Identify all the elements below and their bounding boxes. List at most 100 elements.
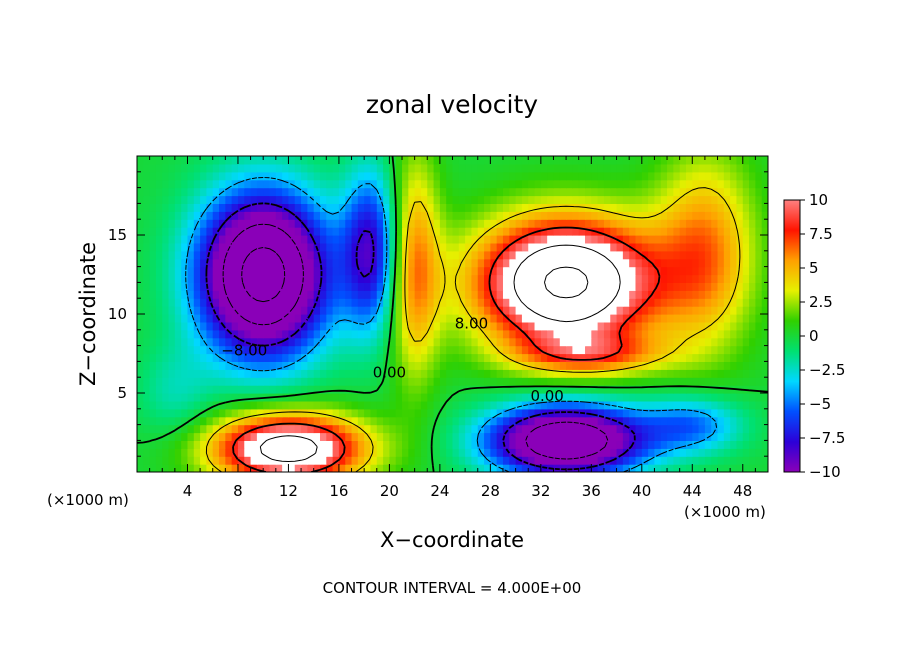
field-cell <box>181 440 189 449</box>
field-cell <box>174 235 182 244</box>
field-cell <box>559 416 567 426</box>
field-cell <box>269 321 277 331</box>
field-cell <box>370 432 378 441</box>
field-cell <box>585 314 592 323</box>
field-cell <box>635 266 643 276</box>
field-cell <box>212 266 220 276</box>
field-cell <box>515 329 523 339</box>
contour-line <box>185 177 718 472</box>
field-cell <box>225 361 233 370</box>
field-cell <box>155 329 163 339</box>
field-cell <box>351 416 359 426</box>
field-cell <box>528 424 536 434</box>
field-cell <box>641 393 649 402</box>
field-cell <box>660 321 668 331</box>
field-cell <box>711 163 719 173</box>
field-cell <box>603 227 611 236</box>
field-cell <box>490 385 498 394</box>
field-cell <box>723 219 731 228</box>
field-cell <box>200 456 208 465</box>
field-cell <box>654 171 662 181</box>
field-cell <box>559 250 567 260</box>
field-cell <box>736 369 744 378</box>
field-cell <box>490 171 498 181</box>
field-cell <box>332 219 340 228</box>
field-cell <box>591 385 599 394</box>
field-cell <box>446 337 454 347</box>
field-cell <box>648 448 656 457</box>
field-cell <box>294 250 302 260</box>
field-cell <box>168 416 176 426</box>
field-cell <box>667 242 674 252</box>
field-cell <box>591 432 599 441</box>
field-cell <box>364 242 372 252</box>
field-cell <box>231 440 239 449</box>
field-cell <box>635 282 643 291</box>
field-cell <box>698 456 706 465</box>
field-cell <box>717 290 725 299</box>
x-tick-label: 48 <box>733 482 752 500</box>
field-cell <box>319 258 327 268</box>
field-cell <box>212 408 220 418</box>
field-cell <box>439 306 447 315</box>
field-cell <box>338 179 346 189</box>
field-cell <box>585 298 592 307</box>
field-cell <box>446 424 454 434</box>
field-cell <box>648 195 656 204</box>
field-cell <box>237 408 245 418</box>
field-cell <box>263 329 271 339</box>
field-cell <box>244 266 252 276</box>
field-cell <box>187 187 195 197</box>
field-cell <box>319 385 327 394</box>
field-cell <box>402 163 409 173</box>
field-cell <box>685 179 693 189</box>
field-cell <box>749 424 756 434</box>
field-cell <box>332 179 340 189</box>
field-cell <box>654 156 662 165</box>
field-cell <box>338 456 346 465</box>
field-cell <box>458 195 466 204</box>
field-cell <box>313 171 321 181</box>
field-cell <box>168 345 176 355</box>
field-cell <box>641 274 649 283</box>
field-cell <box>301 456 308 465</box>
field-cell <box>288 408 296 418</box>
field-cell <box>585 266 592 276</box>
field-cell <box>345 282 353 291</box>
field-cell <box>673 242 681 252</box>
field-cell <box>263 290 271 299</box>
field-cell <box>155 242 163 252</box>
field-cell <box>231 290 239 299</box>
field-cell <box>654 440 662 449</box>
field-cell <box>736 179 744 189</box>
field-cell <box>143 306 151 315</box>
field-cell <box>648 361 656 370</box>
field-cell <box>143 369 151 378</box>
field-cell <box>477 274 485 283</box>
field-cell <box>610 187 618 197</box>
field-cell <box>673 329 681 339</box>
field-cell <box>332 250 340 260</box>
field-cell <box>742 432 750 441</box>
field-cell <box>723 416 731 426</box>
field-cell <box>471 306 479 315</box>
field-cell <box>389 456 397 465</box>
field-cell <box>319 448 327 457</box>
field-cell <box>641 156 649 165</box>
field-cell <box>250 156 258 165</box>
field-cell <box>660 385 668 394</box>
x-tick-label: 24 <box>430 482 449 500</box>
field-cell <box>597 298 605 307</box>
field-cell <box>200 163 208 173</box>
field-cell <box>446 306 454 315</box>
field-cell <box>515 219 523 228</box>
field-cell <box>149 456 157 465</box>
field-cell <box>162 282 170 291</box>
field-cell <box>515 369 523 378</box>
field-cell <box>553 369 561 378</box>
field-cell <box>155 361 163 370</box>
field-cell <box>692 416 700 426</box>
field-cell <box>181 416 189 426</box>
field-cell <box>610 235 618 244</box>
field-cell <box>231 393 239 402</box>
